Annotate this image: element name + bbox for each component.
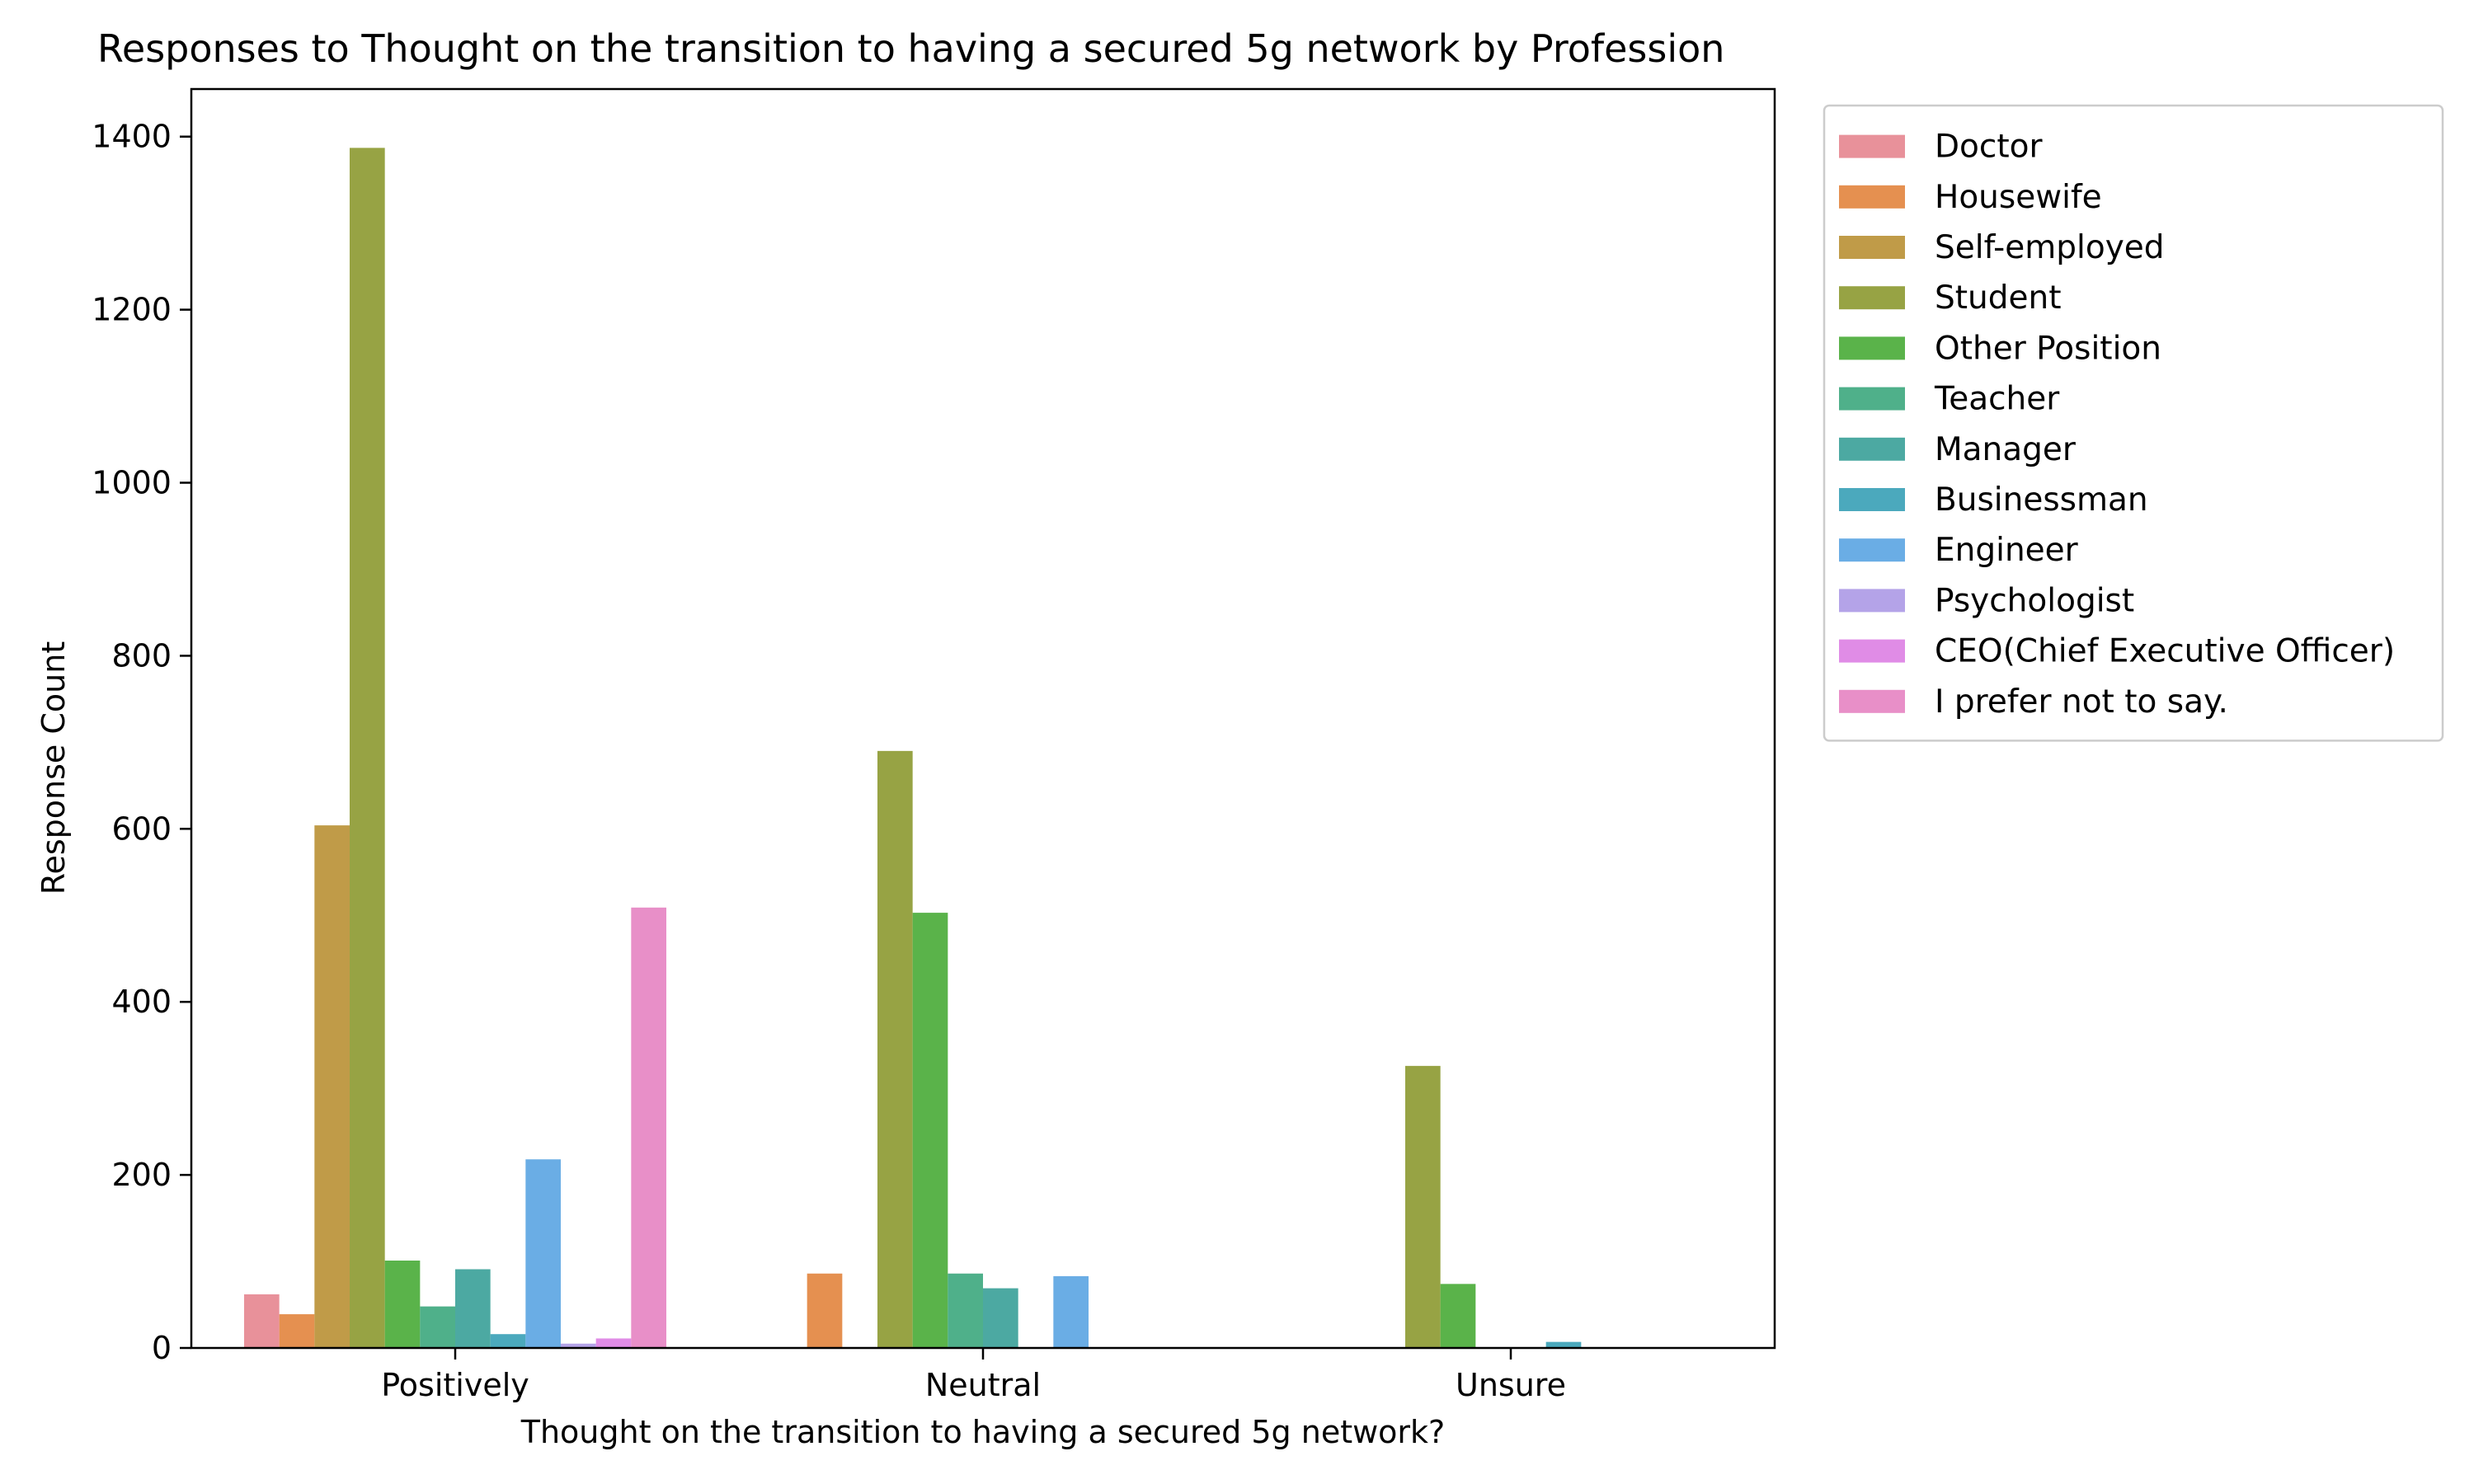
bar-teacher-neutral [948,1273,983,1348]
legend: Doctor Housewife Self-employed Student Other… [1823,104,2444,742]
bar-i-prefer-not-to-say-positively [631,907,666,1348]
bar-other-position-neutral [912,913,948,1348]
legend-swatch-other-position [1839,336,1905,360]
legend-frame [1823,104,2444,742]
y-axis: 0 200 400 600 800 1000 1200 1400 [92,119,191,1366]
legend-swatch-teacher [1839,387,1905,411]
bar-student-positively [350,148,385,1349]
y-tick-label-400: 400 [111,984,172,1020]
y-tick-label-1400: 1400 [92,119,172,155]
legend-swatch-ceo-chief-executive-officer [1839,639,1905,663]
bar-manager-neutral [983,1288,1018,1348]
bars-group [244,148,1582,1349]
legend-swatch-self-employed [1839,236,1905,259]
legend-label-self-employed: Self-employed [1935,229,2165,266]
legend-swatch-psychologist [1839,589,1905,613]
legend-swatch-engineer [1839,538,1905,562]
legend-label-doctor: Doctor [1935,129,2043,166]
bar-manager-positively [455,1269,491,1348]
x-axis: Positively Neutral Unsure [381,1348,1566,1403]
bar-ceo-chief-executive-officer-positively [595,1338,632,1348]
legend-label-psychologist: Psychologist [1935,582,2134,619]
y-tick-label-1000: 1000 [92,465,172,501]
bar-other-position-positively [384,1261,421,1348]
x-tick-label-unsure: Unsure [1456,1367,1566,1403]
legend-label-student: Student [1935,279,2062,317]
bar-housewife-neutral [807,1273,843,1348]
x-axis-label: Thought on the transition to having a se… [520,1414,1445,1450]
bar-businessman-positively [490,1334,526,1348]
y-tick-label-600: 600 [111,810,172,847]
bar-psychologist-positively [561,1343,596,1348]
legend-swatch-housewife [1839,185,1905,209]
bar-teacher-positively [420,1306,455,1348]
x-tick-label-positively: Positively [381,1367,529,1403]
legend-swatch-student [1839,286,1905,310]
y-tick-label-1200: 1200 [92,292,172,328]
legend-label-manager: Manager [1935,431,2077,468]
legend-swatch-manager [1839,437,1905,461]
bar-student-unsure [1405,1065,1441,1348]
legend-label-engineer: Engineer [1935,532,2079,569]
bar-other-position-unsure [1440,1284,1476,1348]
bar-doctor-positively [244,1294,280,1348]
bar-engineer-neutral [1053,1275,1089,1348]
legend-swatch-i-prefer-not-to-say [1839,689,1905,713]
legend-label-housewife: Housewife [1935,179,2102,216]
bar-businessman-unsure [1545,1341,1582,1348]
y-tick-label-200: 200 [111,1157,172,1193]
y-tick-label-0: 0 [152,1330,172,1366]
legend-swatch-doctor [1839,134,1905,158]
bar-housewife-positively [279,1314,315,1348]
y-tick-label-800: 800 [111,637,172,674]
legend-label-teacher: Teacher [1934,381,2060,418]
legend-label-other-position: Other Position [1935,330,2161,367]
x-tick-label-neutral: Neutral [925,1367,1041,1403]
bar-engineer-positively [525,1159,561,1348]
plot-frame [190,87,1776,1350]
bar-self-employed-positively [314,825,350,1348]
bar-student-neutral [877,750,913,1348]
legend-label-ceo-chief-executive-officer: CEO(Chief Executive Officer) [1935,633,2395,670]
legend-label-businessman: Businessman [1935,481,2148,519]
chart-title: Responses to Thought on the transition t… [97,26,1724,71]
y-axis-label: Response Count [35,641,72,895]
legend-swatch-businessman [1839,488,1905,511]
legend-label-i-prefer-not-to-say: I prefer not to say. [1935,683,2228,721]
